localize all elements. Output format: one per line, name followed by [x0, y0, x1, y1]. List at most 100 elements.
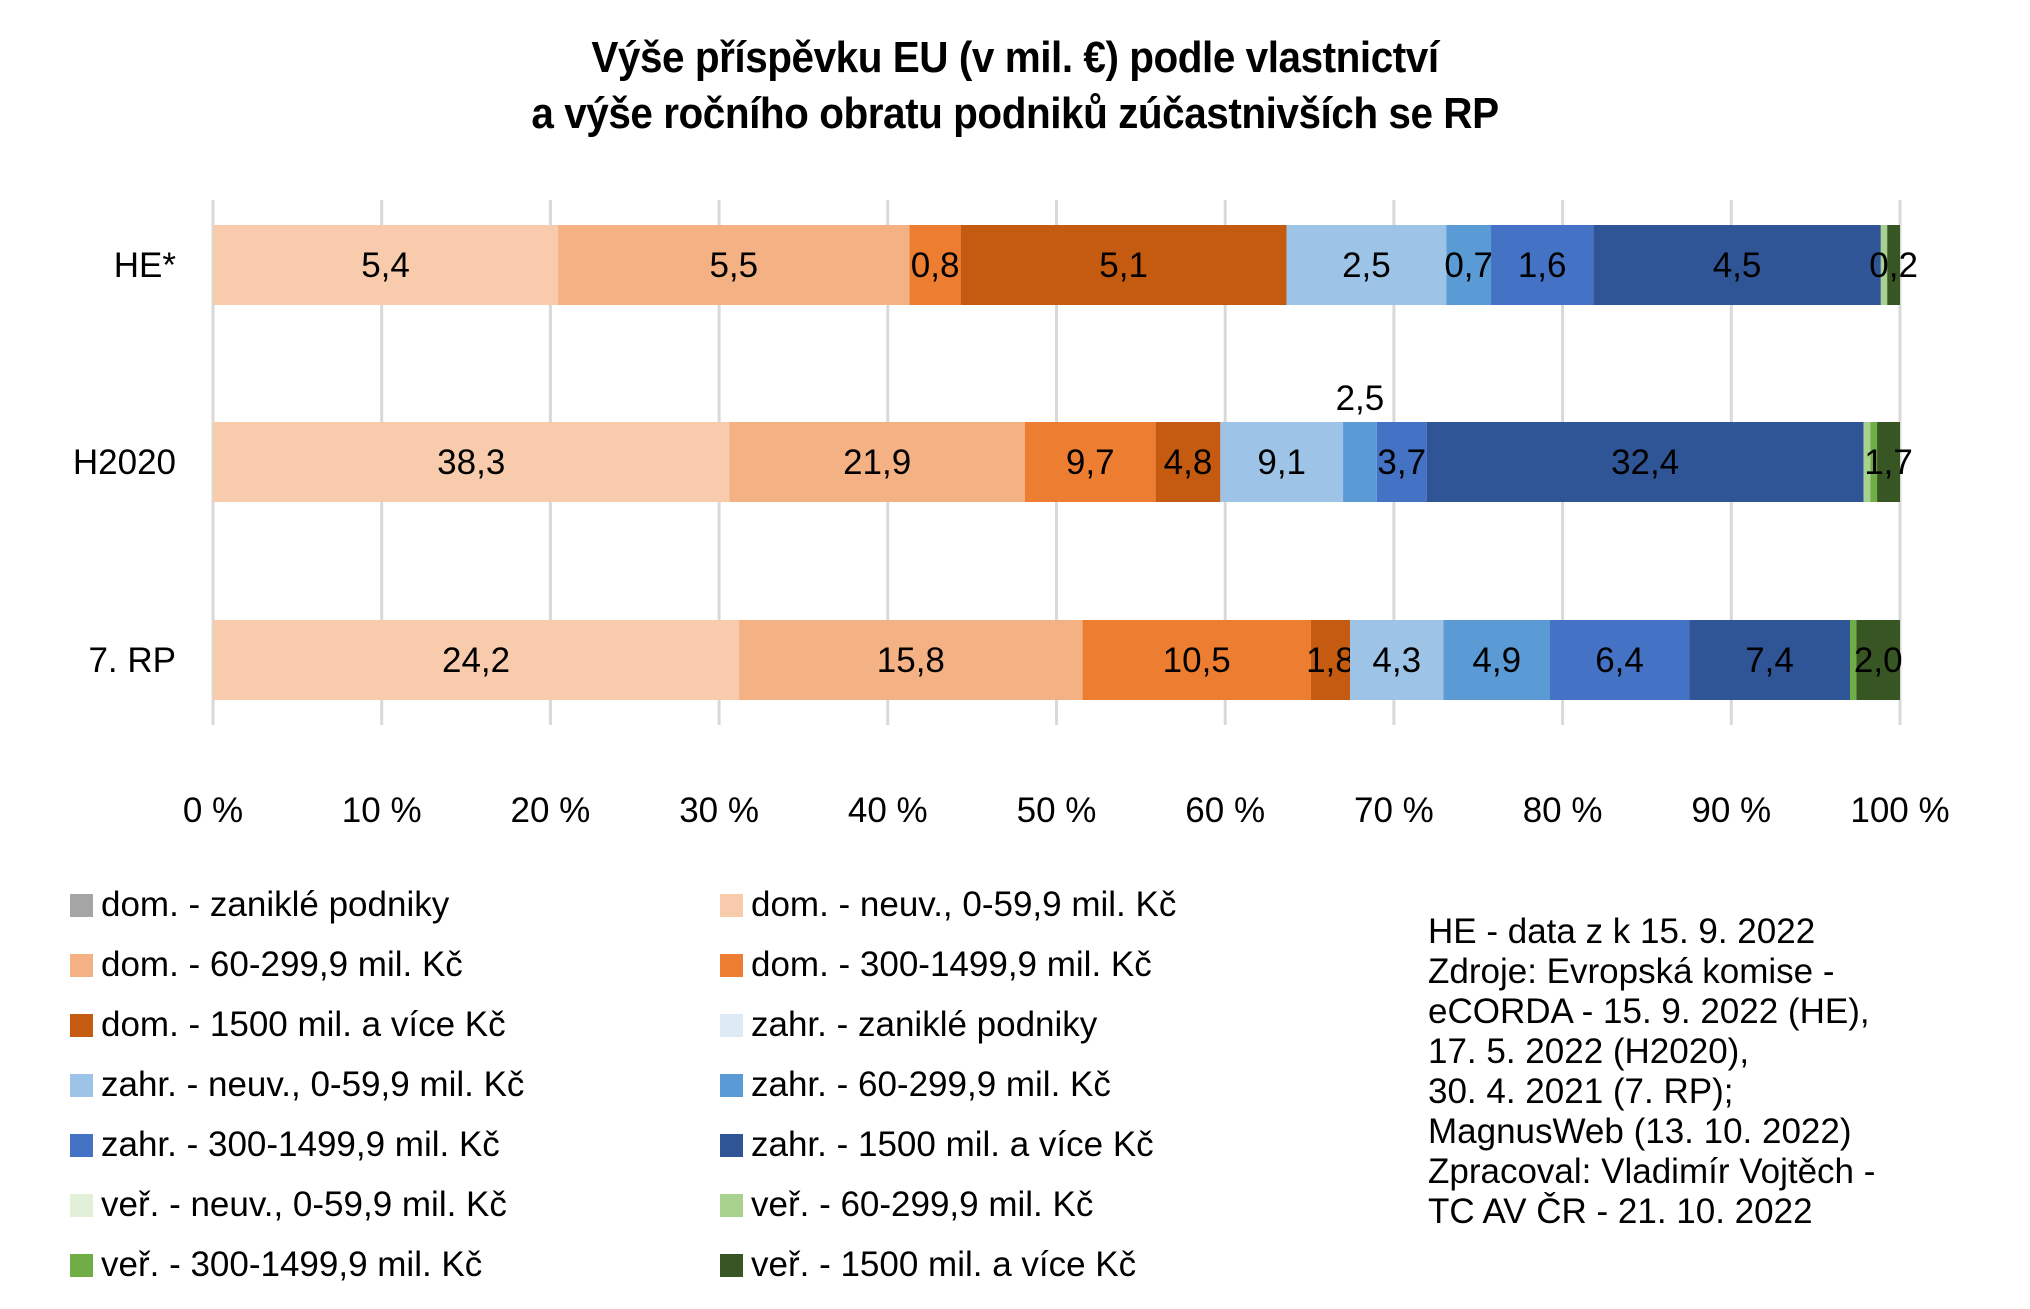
legend-label: zahr. - neuv., 0-59,9 mil. Kč: [101, 1065, 525, 1104]
legend-label: dom. - zaniklé podniky: [101, 885, 450, 924]
x-tick-label: 30 %: [679, 791, 759, 830]
legend-label: veř. - 300-1499,9 mil. Kč: [101, 1245, 483, 1284]
data-label: 2,5: [1336, 379, 1385, 418]
bar-segment: [739, 620, 1083, 700]
data-label: 15,8: [877, 641, 945, 680]
data-label: 1,8: [1306, 641, 1355, 680]
legend-swatch-icon: [720, 1133, 743, 1157]
legend-label: veř. - 1500 mil. a více Kč: [751, 1245, 1137, 1284]
x-tick-label: 100 %: [1850, 791, 1949, 830]
bar-segment: [1349, 620, 1444, 700]
bar-segment: [1491, 225, 1594, 305]
legend-item: veř. - 1500 mil. a více Kč: [720, 1235, 1370, 1295]
bar-segment: [1426, 422, 1864, 502]
legend: dom. - zaniklé podniky dom. - neuv., 0-59…: [70, 875, 1390, 1295]
data-label: 5,4: [361, 246, 410, 285]
note-line: 17. 5. 2022 (H2020),: [1428, 1032, 1750, 1071]
legend-label: zahr. - 1500 mil. a více Kč: [751, 1125, 1154, 1164]
data-label: 32,4: [1611, 443, 1679, 482]
legend-item: dom. - 300-1499,9 mil. Kč: [720, 935, 1370, 995]
legend-label: dom. - 1500 mil. a více Kč: [101, 1005, 506, 1044]
bar-segment: [1877, 422, 1900, 502]
legend-item: veř. - 60-299,9 mil. Kč: [720, 1175, 1370, 1235]
legend-swatch-icon: [720, 1253, 743, 1277]
legend-label: zahr. - 60-299,9 mil. Kč: [751, 1065, 1111, 1104]
source-note: HE - data z k 15. 9. 2022 Zdroje: Evropsk…: [1428, 912, 1875, 1232]
chart-title-line-2: a výše ročního obratu podniků zúčastnivš…: [531, 89, 1499, 138]
legend-label: veř. - neuv., 0-59,9 mil. Kč: [101, 1185, 507, 1224]
legend-swatch-icon: [720, 953, 743, 977]
bar-segment: [1343, 422, 1377, 502]
legend-swatch-icon: [70, 1133, 93, 1157]
data-label: 1,7: [1864, 443, 1913, 482]
data-label: 7,4: [1745, 641, 1794, 680]
data-label: 0,8: [911, 246, 960, 285]
data-label: 4,9: [1472, 641, 1521, 680]
bar-segment: [1863, 422, 1871, 502]
data-label: 3,7: [1377, 443, 1426, 482]
legend-swatch-icon: [70, 1073, 93, 1097]
bar-segment: [1870, 422, 1878, 502]
category-label: HE*: [114, 246, 177, 285]
bar-segment: [1082, 620, 1311, 700]
x-tick-label: 40 %: [848, 791, 928, 830]
bar-segment: [729, 422, 1025, 502]
bar-segment: [909, 225, 961, 305]
bar-segment: [1689, 620, 1850, 700]
bar-segment: [1849, 620, 1857, 700]
legend-item: dom. - neuv., 0-59,9 mil. Kč: [720, 875, 1370, 935]
x-tick-label: 60 %: [1185, 791, 1265, 830]
legend-label: dom. - 60-299,9 mil. Kč: [101, 945, 463, 984]
note-line: eCORDA - 15. 9. 2022 (HE),: [1428, 992, 1870, 1031]
data-label: 1,6: [1518, 246, 1567, 285]
data-label: 4,3: [1372, 641, 1421, 680]
bar-segment: [213, 422, 730, 502]
legend-swatch-icon: [720, 1193, 743, 1217]
bar-segment: [213, 620, 740, 700]
bar-segment: [1446, 225, 1492, 305]
legend-item: dom. - 60-299,9 mil. Kč: [70, 935, 720, 995]
legend-item: zahr. - zaniklé podniky: [720, 995, 1370, 1055]
data-label: 0,2: [1869, 246, 1918, 285]
x-tick-label: 80 %: [1523, 791, 1603, 830]
bar-segment: [1887, 225, 1900, 305]
category-label: 7. RP: [88, 641, 176, 680]
legend-item: veř. - neuv., 0-59,9 mil. Kč: [70, 1175, 720, 1235]
bar-segment: [1880, 225, 1888, 305]
x-tick-label: 20 %: [511, 791, 591, 830]
legend-swatch-icon: [70, 1253, 93, 1277]
bar-segment: [1286, 225, 1447, 305]
legend-swatch-icon: [720, 893, 743, 917]
bar-segment: [1220, 422, 1344, 502]
legend-swatch-icon: [70, 893, 93, 917]
legend-item: zahr. - neuv., 0-59,9 mil. Kč: [70, 1055, 720, 1115]
data-label: 9,1: [1257, 443, 1306, 482]
data-label: 10,5: [1163, 641, 1231, 680]
data-label: 21,9: [843, 443, 911, 482]
bar-segment: [1024, 422, 1156, 502]
bar-segment: [1155, 422, 1221, 502]
data-label: 9,7: [1066, 443, 1115, 482]
data-label: 5,5: [709, 246, 758, 285]
bar-segment: [1856, 620, 1900, 700]
legend-item: veř. - 300-1499,9 mil. Kč: [70, 1235, 720, 1295]
chart-title: Výše příspěvku EU (v mil. €) podle vlast…: [0, 30, 2030, 142]
legend-swatch-icon: [70, 1193, 93, 1217]
chart-title-line-1: Výše příspěvku EU (v mil. €) podle vlast…: [591, 33, 1439, 82]
bar-segment: [558, 225, 910, 305]
note-line: MagnusWeb (13. 10. 2022): [1428, 1112, 1852, 1151]
legend-item: zahr. - 300-1499,9 mil. Kč: [70, 1115, 720, 1175]
x-tick-label: 50 %: [1017, 791, 1097, 830]
legend-swatch-icon: [70, 1013, 93, 1037]
bar-segment: [1593, 225, 1881, 305]
legend-swatch-icon: [70, 953, 93, 977]
x-tick-label: 10 %: [342, 791, 422, 830]
legend-item: dom. - 1500 mil. a více Kč: [70, 995, 720, 1055]
data-label: 6,4: [1595, 641, 1644, 680]
legend-swatch-icon: [720, 1073, 743, 1097]
legend-item: zahr. - 60-299,9 mil. Kč: [720, 1055, 1370, 1115]
bar-segment: [1310, 620, 1350, 700]
note-line: 30. 4. 2021 (7. RP);: [1428, 1072, 1734, 1111]
legend-label: zahr. - 300-1499,9 mil. Kč: [101, 1125, 500, 1164]
stacked-bar-chart: 0 % 10 % 20 % 30 % 40 % 50 % 60 % 70 % 80 % 90 % 1…: [73, 200, 1950, 830]
